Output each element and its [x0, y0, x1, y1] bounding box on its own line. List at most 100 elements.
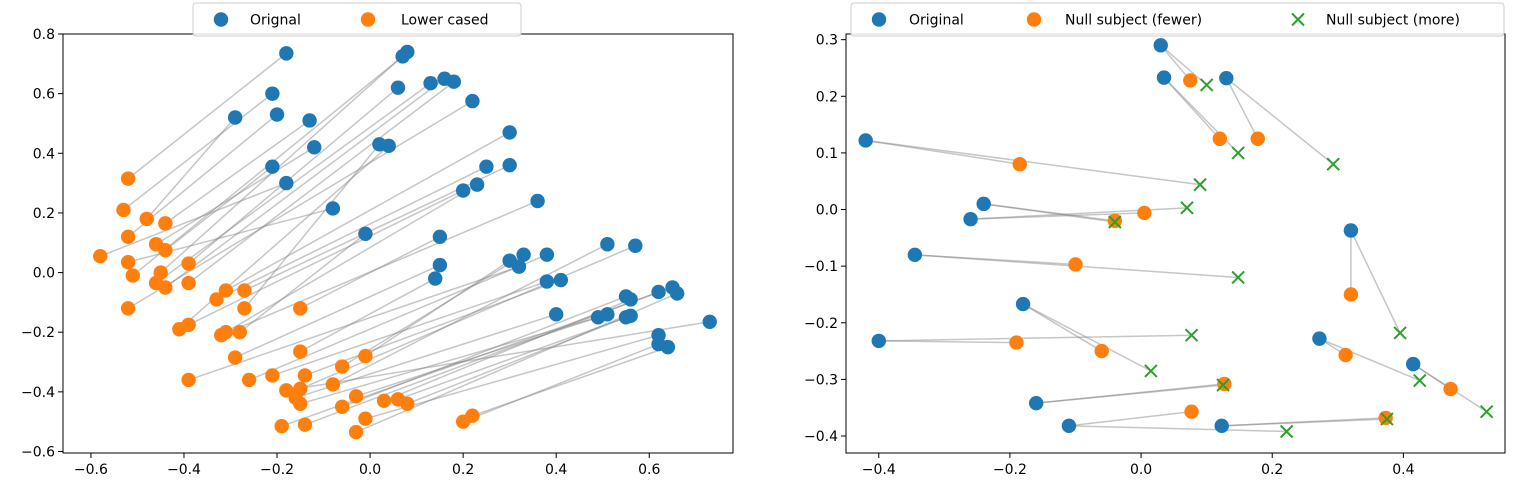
data-point	[702, 314, 717, 329]
data-point	[1137, 205, 1152, 221]
connector-line	[983, 203, 1115, 223]
data-point	[227, 350, 243, 365]
connector-line	[878, 334, 1192, 342]
data-point	[1338, 347, 1353, 363]
data-point	[600, 307, 615, 322]
data-point	[1184, 328, 1199, 342]
y-tick-label: −0.6	[21, 445, 55, 461]
data-point	[1094, 343, 1109, 359]
connector-line	[1068, 410, 1192, 427]
connector-line	[164, 166, 273, 251]
connector-line	[299, 277, 436, 353]
x-tick-label: −0.4	[862, 462, 896, 478]
data-point	[1156, 70, 1172, 85]
y-tick-label: 0.2	[33, 206, 55, 222]
connector-line	[1022, 303, 1152, 372]
data-point	[1231, 146, 1245, 160]
data-point	[600, 237, 615, 252]
data-point	[116, 202, 131, 218]
connector-line	[188, 189, 464, 326]
data-point	[423, 76, 438, 91]
legend-label: Original	[909, 13, 964, 29]
data-point	[455, 183, 471, 198]
connector-line	[299, 245, 636, 390]
data-point	[120, 254, 136, 270]
data-point	[1479, 404, 1494, 419]
connector-line	[1068, 425, 1287, 433]
legend-label: Null subject (fewer)	[1065, 13, 1202, 29]
data-point	[325, 201, 341, 216]
connector-line	[216, 166, 487, 301]
legend-box	[192, 2, 522, 37]
data-point	[158, 243, 173, 258]
connector-line	[127, 52, 287, 180]
data-point	[1184, 404, 1199, 419]
connector-line	[970, 207, 1188, 220]
data-point	[446, 74, 462, 89]
data-point	[1199, 78, 1214, 92]
data-point	[618, 310, 634, 325]
data-point	[209, 292, 224, 307]
x-tick-label: 0.6	[638, 462, 660, 478]
data-point	[181, 372, 196, 388]
connector-line	[286, 321, 710, 392]
data-point	[237, 283, 252, 298]
data-point	[1180, 201, 1194, 215]
data-point	[381, 138, 396, 154]
data-point	[511, 259, 527, 274]
data-point	[218, 283, 234, 298]
y-tick-label: 0.6	[33, 87, 55, 103]
connector-line	[407, 316, 627, 405]
x-tick-label: 0.0	[359, 462, 381, 478]
data-point	[548, 307, 564, 322]
connector-line	[164, 78, 445, 289]
connector-line	[146, 117, 236, 220]
connector-line	[865, 139, 1201, 186]
left-panel-scatter: −0.6 −0.4 −0.2 0.0 0.2 0.4 0.6 −0.6 −0.4 −0.2 0.0 0…	[21, 2, 734, 478]
connector-line	[1036, 383, 1225, 404]
legend-label: Orignal	[250, 13, 301, 29]
data-point	[93, 248, 108, 264]
data-point	[553, 272, 569, 288]
connector-line	[160, 51, 408, 274]
data-point	[1443, 381, 1458, 397]
connector-line	[1022, 303, 1103, 352]
data-point	[465, 408, 480, 423]
data-point	[241, 372, 257, 388]
connector-line	[239, 233, 366, 333]
data-point	[530, 193, 545, 209]
data-point	[976, 196, 991, 212]
data-point	[432, 229, 448, 244]
connector-line	[299, 236, 441, 310]
connector-line	[304, 279, 562, 377]
connector-line	[155, 146, 315, 245]
data-point	[1212, 131, 1227, 146]
data-point	[181, 275, 196, 291]
data-point	[907, 247, 923, 263]
data-point	[465, 93, 480, 109]
data-point	[1219, 70, 1234, 86]
data-point	[651, 284, 666, 300]
data-point	[1061, 418, 1077, 434]
data-point	[963, 211, 978, 227]
data-point	[376, 393, 392, 409]
data-point	[669, 286, 685, 301]
connector-line	[1160, 44, 1191, 81]
legend-label: Null subject (more)	[1326, 13, 1460, 29]
connector-line	[127, 100, 473, 310]
data-point	[181, 256, 196, 271]
x-tick-label: −0.6	[74, 462, 108, 478]
data-point	[265, 159, 280, 174]
data-point	[358, 226, 373, 242]
data-point	[125, 268, 140, 283]
data-point	[660, 339, 676, 355]
connector-line	[243, 143, 380, 309]
connector-line	[272, 280, 548, 377]
data-point	[1153, 38, 1168, 53]
x-tick-label: 0.0	[1130, 462, 1152, 478]
data-point	[1028, 395, 1044, 411]
data-point	[1279, 424, 1294, 439]
x-tick-label: −0.2	[260, 462, 294, 478]
y-tick-label: 0.0	[33, 266, 55, 282]
